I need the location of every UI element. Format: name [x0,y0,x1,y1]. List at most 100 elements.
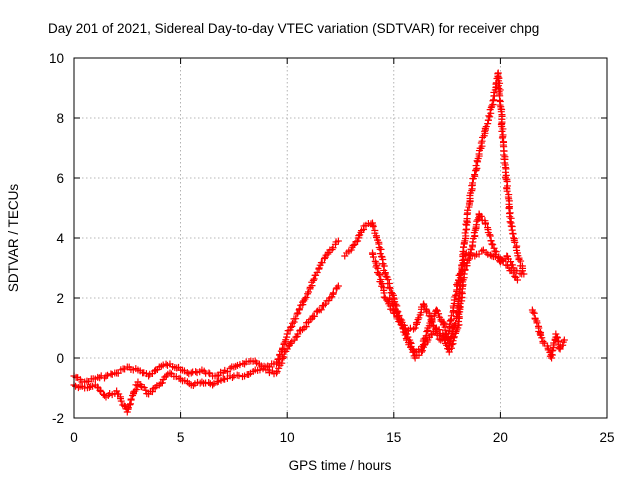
data-point-fill [511,272,519,280]
data-point-fill [158,379,166,387]
data-point [552,330,560,338]
data-point-fill [478,247,486,255]
data-point-fill [477,212,485,220]
data-point-fill [74,384,82,392]
data-point [294,309,302,317]
data-point-fill [351,241,359,249]
data-point [102,372,110,380]
data-point [518,270,526,278]
data-point-fill [96,386,104,394]
data-point [354,237,362,245]
data-point-fill [503,187,511,195]
data-point-fill [425,312,433,320]
data-point-fill [465,250,473,258]
data-point-fill [306,283,314,291]
data-point-fill [131,387,139,395]
data-point-fill [418,347,426,355]
data-point-fill [210,380,218,388]
data-point-fill [506,218,514,226]
data-point-fill [440,333,448,341]
data-point-fill [289,319,297,327]
data-point [488,240,496,248]
data-point [488,102,496,110]
data-point-fill [448,341,456,349]
data-point-fill [296,305,304,313]
x-tick-label: 0 [70,430,78,445]
data-point-fill [369,253,377,261]
data-point-fill [435,310,443,318]
y-tick-label: -2 [52,411,64,426]
data-point-fill [390,305,398,313]
data-point-fill [127,395,135,403]
data-point-fill [487,237,495,245]
data-point-fill [278,359,286,367]
data-point-fill [117,397,125,405]
data-point [432,306,440,314]
data-point-fill [499,257,507,265]
data-point-fill [489,241,497,249]
data-point-fill [516,269,524,277]
data-point [198,378,206,386]
data-point [209,381,217,389]
data-point-fill [126,400,134,408]
data-point-fill [104,371,112,379]
data-point [334,237,342,245]
y-tick-label: 8 [56,111,64,126]
data-point-fill [280,339,288,347]
data-point-fill [464,206,472,214]
data-point-fill [515,256,523,264]
data-point-fill [292,315,300,323]
axis-ticks [73,57,608,419]
data-point-fill [228,373,236,381]
data-point-fill [450,333,458,341]
data-point-fill [205,369,213,377]
y-tick-label: 4 [56,231,64,246]
data-point-fill [333,284,341,292]
data-point-fill [142,386,150,394]
data-point-fill [400,321,408,329]
data-point [411,324,419,332]
data-point-fill [329,289,337,297]
data-point-fill [461,229,469,237]
data-point-fill [317,306,325,314]
data-point-fill [482,220,490,228]
x-tick-label: 25 [599,430,614,445]
data-point-fill [555,344,563,352]
x-tick-label: 15 [386,430,401,445]
data-point-fill [213,372,221,380]
grid [74,58,607,418]
data-point-fill [432,325,440,333]
data-point-fill [455,318,463,326]
data-point-fill [287,339,295,347]
data-point-fill [389,300,397,308]
data-point-fill [124,404,132,412]
data-point-fill [423,328,431,336]
data-point-fill [85,383,93,391]
x-tick-label: 20 [493,430,508,445]
data-point-fill [452,291,460,299]
data-point-fill [369,223,377,231]
data-point-fill [408,345,416,353]
data-point-fill [456,269,464,277]
data-point-fill [273,367,281,375]
data-point [560,336,568,344]
data-point-fill [310,312,318,320]
data-point-fill [529,308,537,316]
data-points [70,69,568,416]
data-point-fill [349,241,357,249]
data-point-fill [306,316,314,324]
data-point-fill [373,261,381,269]
chart-title: Day 201 of 2021, Sidereal Day-to-day VTE… [48,21,539,36]
data-point [305,288,313,296]
y-tick-label: 6 [56,171,64,186]
data-point-fill [226,364,234,372]
data-point-fill [189,381,197,389]
data-point-fill [401,325,409,333]
data-point [166,369,174,377]
data-point-fill [309,276,317,284]
data-point-fill [533,319,541,327]
data-point-fill [302,293,310,301]
data-point-fill [162,372,170,380]
data-point-fill [321,300,329,308]
